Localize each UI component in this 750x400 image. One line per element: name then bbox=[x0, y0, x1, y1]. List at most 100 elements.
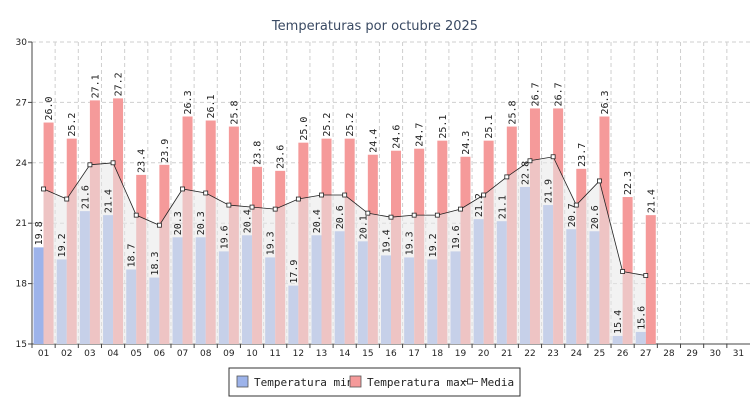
x-tick-label: 28 bbox=[663, 349, 675, 359]
x-tick-label: 08 bbox=[200, 349, 212, 359]
x-tick-label: 02 bbox=[61, 349, 72, 359]
x-tick-label: 03 bbox=[84, 349, 95, 359]
x-tick-label: 22 bbox=[524, 349, 535, 359]
y-tick-label: 30 bbox=[16, 38, 28, 48]
data-label-max: 26.3 bbox=[183, 90, 194, 114]
mean-point bbox=[156, 222, 162, 228]
data-label-max: 25.1 bbox=[484, 115, 495, 139]
mean-point bbox=[226, 202, 232, 208]
data-label-min: 19.6 bbox=[219, 225, 230, 249]
x-tick-label: 29 bbox=[686, 349, 698, 359]
data-label-max: 23.9 bbox=[160, 139, 171, 163]
x-tick-label: 18 bbox=[432, 349, 444, 359]
legend-label-max: Temperatura max bbox=[367, 376, 467, 389]
mean-point bbox=[597, 178, 602, 184]
x-tick-label: 12 bbox=[293, 349, 304, 359]
data-label-max: 21.4 bbox=[646, 189, 657, 213]
data-label-max: 26.0 bbox=[44, 96, 55, 120]
mean-point bbox=[620, 269, 626, 274]
data-label-min: 19.2 bbox=[428, 233, 439, 257]
x-tick-label: 25 bbox=[594, 349, 605, 359]
data-label-max: 25.2 bbox=[322, 113, 333, 137]
data-label-min: 21.6 bbox=[80, 185, 91, 209]
data-label-min: 20.7 bbox=[567, 203, 578, 227]
data-label-max: 26.3 bbox=[600, 90, 611, 114]
data-label-max: 25.2 bbox=[67, 113, 78, 137]
legend-swatch-max bbox=[349, 375, 362, 388]
x-tick-label: 14 bbox=[339, 349, 351, 359]
data-label-max: 26.7 bbox=[530, 82, 541, 106]
x-tick-label: 31 bbox=[733, 349, 744, 359]
data-label-min: 17.9 bbox=[289, 260, 300, 284]
mean-point bbox=[87, 162, 93, 168]
data-label-min: 20.3 bbox=[173, 211, 184, 235]
x-tick-label: 10 bbox=[246, 349, 258, 359]
grid bbox=[32, 41, 750, 344]
x-tick-label: 11 bbox=[269, 349, 280, 359]
data-label-min: 15.4 bbox=[613, 310, 624, 334]
x-tick-label: 07 bbox=[177, 349, 188, 359]
legend: Temperatura min Temperatura max Media bbox=[228, 367, 521, 397]
data-label-min: 21.2 bbox=[474, 193, 485, 217]
bar-min bbox=[33, 247, 44, 344]
data-label-min: 22.8 bbox=[520, 161, 531, 185]
mean-point bbox=[249, 204, 255, 210]
mean-point bbox=[41, 186, 46, 192]
data-label-min: 21.9 bbox=[544, 179, 555, 203]
data-label-max: 27.1 bbox=[90, 74, 101, 98]
data-label-max: 25.1 bbox=[438, 115, 449, 139]
legend-marker-media bbox=[467, 378, 473, 385]
mean-point bbox=[550, 154, 556, 160]
mean-point bbox=[342, 192, 348, 198]
mean-point bbox=[411, 212, 417, 218]
mean-point bbox=[64, 196, 70, 202]
mean-point bbox=[481, 192, 487, 198]
mean-point bbox=[295, 196, 301, 202]
data-label-max: 25.8 bbox=[229, 100, 240, 124]
data-label-min: 18.3 bbox=[150, 251, 161, 275]
mean-point bbox=[643, 273, 649, 278]
y-tick-label: 15 bbox=[16, 340, 27, 350]
mean-point bbox=[319, 192, 324, 198]
mean-point bbox=[434, 212, 440, 218]
data-label-min: 20.4 bbox=[243, 209, 254, 233]
mean-point bbox=[110, 160, 116, 166]
data-label-max: 25.0 bbox=[299, 117, 310, 141]
data-label-max: 26.7 bbox=[554, 82, 565, 106]
data-label-max: 24.6 bbox=[392, 125, 403, 149]
data-label-max: 23.8 bbox=[253, 141, 264, 165]
x-tick-label: 20 bbox=[478, 349, 490, 359]
data-label-min: 19.8 bbox=[34, 221, 45, 245]
data-label-min: 19.4 bbox=[382, 229, 393, 253]
legend-label-min: Temperatura min bbox=[254, 376, 353, 389]
x-tick-label: 19 bbox=[455, 349, 467, 359]
x-tick-label: 06 bbox=[154, 349, 166, 359]
legend-swatch-min bbox=[236, 375, 249, 388]
mean-point bbox=[573, 202, 579, 208]
data-label-max: 24.4 bbox=[368, 129, 379, 153]
axes: 15 18 21 24 27 30 01 02 03 04 05 06 07 08 09 10 11 12 13 14… bbox=[16, 38, 750, 359]
data-label-min: 21.4 bbox=[104, 189, 115, 213]
mean-area bbox=[43, 156, 646, 344]
data-label-max: 24.3 bbox=[461, 131, 472, 155]
data-label-max: 25.8 bbox=[507, 100, 518, 124]
bar-max bbox=[645, 215, 656, 344]
mean-point bbox=[388, 214, 394, 220]
data-label-max: 23.4 bbox=[137, 149, 148, 173]
data-label-min: 20.6 bbox=[335, 205, 346, 229]
data-label-min: 19.2 bbox=[57, 233, 68, 257]
data-label-min: 15.6 bbox=[636, 306, 647, 330]
y-tick-label: 27 bbox=[16, 98, 27, 108]
x-tick-label: 16 bbox=[385, 349, 397, 359]
mean-point bbox=[272, 206, 278, 212]
data-label-max: 27.2 bbox=[114, 72, 125, 96]
data-label-min: 20.3 bbox=[196, 211, 207, 235]
chart-title: Temperaturas por octubre 2025 bbox=[271, 19, 478, 34]
x-tick-label: 09 bbox=[223, 349, 235, 359]
data-label-min: 20.1 bbox=[358, 215, 369, 239]
x-tick-label: 17 bbox=[408, 349, 419, 359]
x-tick-label: 13 bbox=[316, 349, 327, 359]
x-tick-label: 26 bbox=[617, 349, 629, 359]
mean-point bbox=[203, 190, 209, 196]
